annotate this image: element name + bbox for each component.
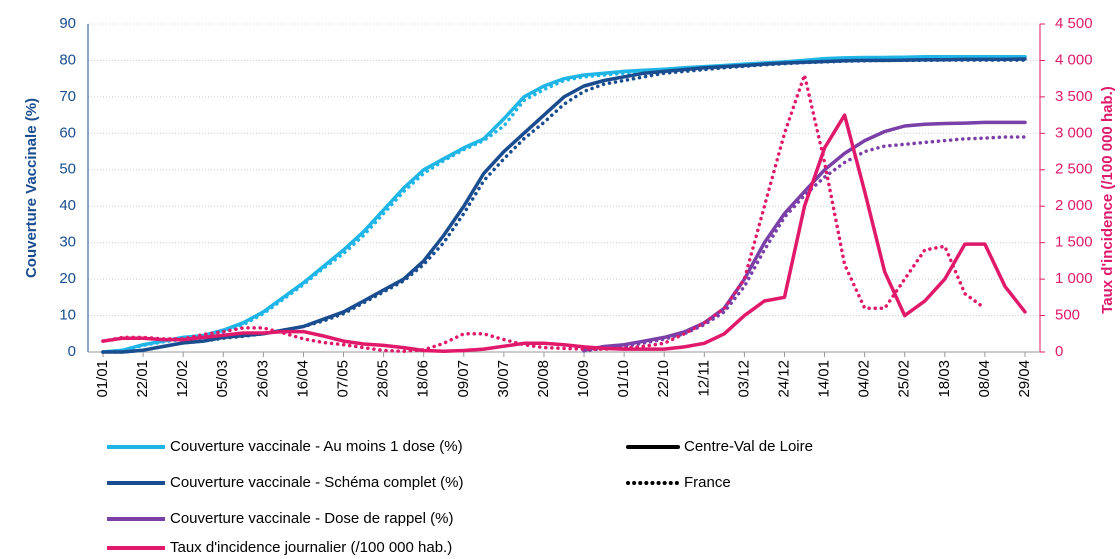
y2-tick-label: 3 000	[1055, 124, 1093, 141]
x-tick-label: 20/08	[535, 360, 552, 398]
x-tick-label: 07/05	[334, 360, 351, 398]
legend-label: Couverture vaccinale - Schéma complet (%…	[170, 474, 463, 491]
y-tick-label: 40	[59, 197, 76, 214]
x-tick-label: 26/03	[254, 360, 271, 398]
y2-axis-title: Taux d'incidence (/100 000 hab.)	[1099, 86, 1116, 314]
x-tick-label: 08/04	[976, 360, 993, 398]
y2-tick-label: 1 000	[1055, 270, 1093, 287]
x-tick-label: 24/12	[775, 360, 792, 398]
y-tick-label: 60	[59, 124, 76, 141]
y2-tick-label: 500	[1055, 307, 1080, 324]
x-tick-label: 25/02	[896, 360, 913, 398]
legend-label: Centre-Val de Loire	[684, 438, 813, 455]
legend-label: Taux d'incidence journalier (/100 000 ha…	[170, 539, 452, 556]
y2-tick-label: 1 500	[1055, 234, 1093, 251]
x-tick-label: 05/03	[214, 360, 231, 398]
series-line	[101, 55, 1027, 354]
y-axis-title: Couverture Vaccinale (%)	[23, 98, 40, 278]
series-line	[101, 113, 1027, 354]
y2-tick-label: 2 500	[1055, 161, 1093, 178]
y-tick-label: 80	[59, 51, 76, 68]
y-tick-label: 20	[59, 270, 76, 287]
y2-tick-label: 4 000	[1055, 51, 1093, 68]
x-tick-label: 16/04	[294, 360, 311, 398]
x-tick-label: 14/01	[816, 360, 833, 398]
y-tick-label: 90	[59, 15, 76, 32]
x-tick-label: 30/07	[495, 360, 512, 398]
x-tick-label: 22/10	[655, 360, 672, 398]
legend-label: France	[684, 474, 731, 491]
y2-tick-label: 0	[1055, 343, 1063, 360]
y2-tick-label: 2 000	[1055, 197, 1093, 214]
x-tick-label: 01/10	[615, 360, 632, 398]
x-tick-label: 04/02	[856, 360, 873, 398]
x-tick-label: 01/01	[94, 360, 111, 398]
y-tick-label: 70	[59, 88, 76, 105]
x-tick-label: 10/09	[575, 360, 592, 398]
x-tick-label: 03/12	[735, 360, 752, 398]
legend-label: Couverture vaccinale - Au moins 1 dose (…	[170, 438, 463, 455]
x-tick-label: 18/06	[415, 360, 432, 398]
y-tick-label: 50	[59, 161, 76, 178]
series-line	[582, 135, 1027, 353]
y2-tick-label: 4 500	[1055, 15, 1093, 32]
y-tick-label: 10	[59, 307, 76, 324]
x-tick-label: 12/11	[695, 360, 712, 396]
x-tick-label: 29/04	[1016, 360, 1033, 398]
x-tick-label: 22/01	[134, 360, 151, 398]
x-tick-label: 18/03	[936, 360, 953, 398]
y-tick-label: 0	[68, 343, 76, 360]
x-tick-label: 12/02	[174, 360, 191, 398]
y-tick-label: 30	[59, 234, 76, 251]
series-line	[101, 73, 987, 354]
legend-label: Couverture vaccinale - Dose de rappel (%…	[170, 510, 453, 527]
x-tick-label: 28/05	[375, 360, 392, 398]
series-line	[582, 120, 1027, 352]
y2-tick-label: 3 500	[1055, 88, 1093, 105]
x-tick-label: 09/07	[455, 360, 472, 398]
